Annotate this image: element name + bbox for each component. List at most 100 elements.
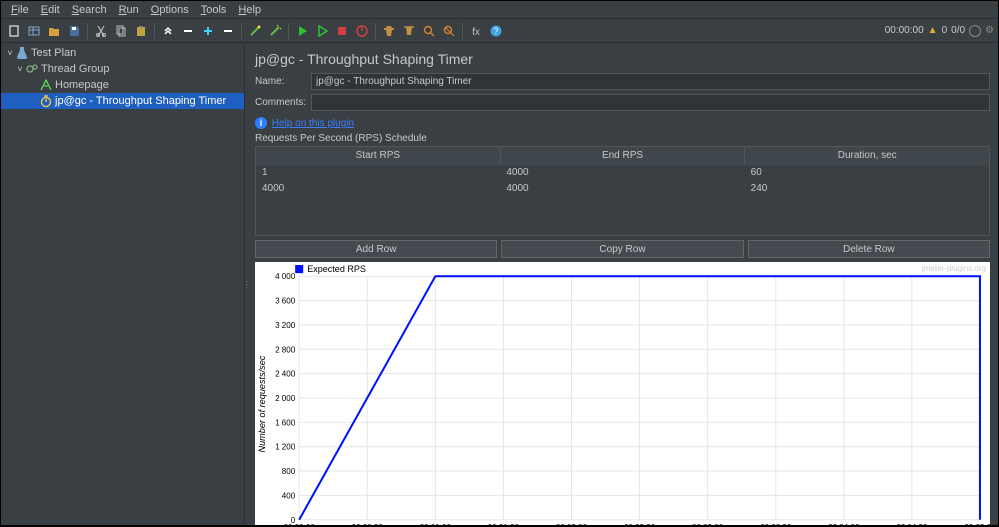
open-icon[interactable] <box>45 22 63 40</box>
timer-icon <box>39 94 53 108</box>
svg-text:2 000: 2 000 <box>275 394 296 403</box>
svg-text:00:05:00: 00:05:00 <box>964 523 990 525</box>
sampler-icon <box>39 78 53 92</box>
table-row[interactable]: 40004000240 <box>256 181 989 197</box>
chevron-icon[interactable] <box>159 22 177 40</box>
svg-text:400: 400 <box>282 491 296 500</box>
clear-icon[interactable] <box>380 22 398 40</box>
table-cell[interactable]: 4000 <box>256 181 500 197</box>
stop-icon[interactable] <box>333 22 351 40</box>
wand2-icon[interactable] <box>266 22 284 40</box>
schedule-label: Requests Per Second (RPS) Schedule <box>255 133 990 144</box>
table-cell[interactable]: 4000 <box>500 165 744 181</box>
tree-test-plan[interactable]: ˅ Test Plan <box>1 45 244 61</box>
table-cell[interactable]: 1 <box>256 165 500 181</box>
toolbar-separator <box>154 23 155 39</box>
svg-text:00:03:30: 00:03:30 <box>760 523 792 525</box>
toolbar-separator <box>462 23 463 39</box>
gears-icon <box>25 62 39 76</box>
menu-edit[interactable]: Edit <box>35 4 66 16</box>
info-icon: i <box>255 117 267 129</box>
table-cell[interactable]: 240 <box>745 181 989 197</box>
svg-text:3 600: 3 600 <box>275 297 296 306</box>
tree-panel: ˅ Test Plan ˅ Thread Group Homepage <box>1 43 245 525</box>
table-row[interactable]: 1400060 <box>256 165 989 181</box>
menu-search[interactable]: Search <box>66 4 113 16</box>
main-panel: jp@gc - Throughput Shaping Timer Name: C… <box>249 43 998 525</box>
svg-text:1 600: 1 600 <box>275 418 296 427</box>
search-reset-icon[interactable] <box>440 22 458 40</box>
templates-icon[interactable] <box>25 22 43 40</box>
wand1-icon[interactable] <box>246 22 264 40</box>
copy-row-button[interactable]: Copy Row <box>501 240 743 258</box>
minus-icon[interactable] <box>179 22 197 40</box>
svg-text:Number of requests/sec: Number of requests/sec <box>257 355 267 452</box>
menu-tools[interactable]: Tools <box>195 4 233 16</box>
thread-count: 0/0 <box>951 25 965 36</box>
menu-run[interactable]: Run <box>113 4 145 16</box>
warn-count: 0 <box>942 25 948 36</box>
new-icon[interactable] <box>5 22 23 40</box>
tree-shaping-timer[interactable]: jp@gc - Throughput Shaping Timer <box>1 93 244 109</box>
tree-thread-group[interactable]: ˅ Thread Group <box>1 61 244 77</box>
panel-title: jp@gc - Throughput Shaping Timer <box>255 47 990 71</box>
svg-text:00:01:30: 00:01:30 <box>488 523 520 525</box>
start-notimers-icon[interactable] <box>313 22 331 40</box>
column-header[interactable]: End RPS <box>501 147 746 165</box>
svg-text:00:00:30: 00:00:30 <box>352 523 384 525</box>
svg-text:00:04:30: 00:04:30 <box>896 523 928 525</box>
comments-input[interactable] <box>311 94 990 111</box>
delete-row-button[interactable]: Delete Row <box>748 240 990 258</box>
search-icon[interactable] <box>420 22 438 40</box>
svg-text:3 200: 3 200 <box>275 321 296 330</box>
rps-table: Start RPSEnd RPSDuration, sec 1400060400… <box>255 146 990 236</box>
func-helper-icon[interactable]: fx <box>467 22 485 40</box>
svg-text:2 400: 2 400 <box>275 370 296 379</box>
help-icon[interactable]: ? <box>487 22 505 40</box>
toolbar: fx ? 00:00:00 ▲ 0 0/0 ⚙ <box>1 19 998 43</box>
svg-text:00:03:00: 00:03:00 <box>692 523 724 525</box>
tree-label: Homepage <box>55 79 109 91</box>
help-row: i Help on this plugin <box>255 117 990 129</box>
tree-label: Test Plan <box>31 47 76 59</box>
column-header[interactable]: Start RPS <box>256 147 501 165</box>
svg-text:1 200: 1 200 <box>275 443 296 452</box>
cut-icon[interactable] <box>92 22 110 40</box>
tree-homepage[interactable]: Homepage <box>1 77 244 93</box>
table-body[interactable]: 140006040004000240 <box>256 165 989 235</box>
svg-text:?: ? <box>493 26 498 36</box>
gauge-icon <box>969 25 981 37</box>
svg-text:00:04:00: 00:04:00 <box>828 523 860 525</box>
gear-icon[interactable]: ⚙ <box>985 25 994 36</box>
menu-options[interactable]: Options <box>145 4 195 16</box>
name-label: Name: <box>255 76 311 87</box>
clear-all-icon[interactable] <box>400 22 418 40</box>
paste-icon[interactable] <box>132 22 150 40</box>
chart-watermark: jmeter-plugins.org <box>922 264 986 273</box>
toolbar-status: 00:00:00 ▲ 0 0/0 ⚙ <box>885 25 994 37</box>
warn-icon: ▲ <box>928 25 938 36</box>
name-input[interactable] <box>311 73 990 90</box>
shutdown-icon[interactable] <box>353 22 371 40</box>
svg-text:2 800: 2 800 <box>275 345 296 354</box>
chart-svg: Expected RPS04008001 2001 6002 0002 4002… <box>255 262 990 525</box>
svg-text:00:01:00: 00:01:00 <box>420 523 452 525</box>
column-header[interactable]: Duration, sec <box>745 147 989 165</box>
menubar: FileEditSearchRunOptionsToolsHelp <box>1 1 998 19</box>
svg-text:4 000: 4 000 <box>275 272 296 281</box>
save-icon[interactable] <box>65 22 83 40</box>
help-link[interactable]: Help on this plugin <box>272 118 354 129</box>
start-icon[interactable] <box>293 22 311 40</box>
menu-help[interactable]: Help <box>232 4 267 16</box>
plus-icon[interactable] <box>199 22 217 40</box>
svg-text:00:02:30: 00:02:30 <box>624 523 656 525</box>
toolbar-separator <box>288 23 289 39</box>
menu-file[interactable]: File <box>5 4 35 16</box>
table-cell[interactable]: 60 <box>745 165 989 181</box>
tree-label: Thread Group <box>41 63 109 75</box>
copy-icon[interactable] <box>112 22 130 40</box>
minus2-icon[interactable] <box>219 22 237 40</box>
table-header: Start RPSEnd RPSDuration, sec <box>256 147 989 165</box>
add-row-button[interactable]: Add Row <box>255 240 497 258</box>
table-cell[interactable]: 4000 <box>500 181 744 197</box>
